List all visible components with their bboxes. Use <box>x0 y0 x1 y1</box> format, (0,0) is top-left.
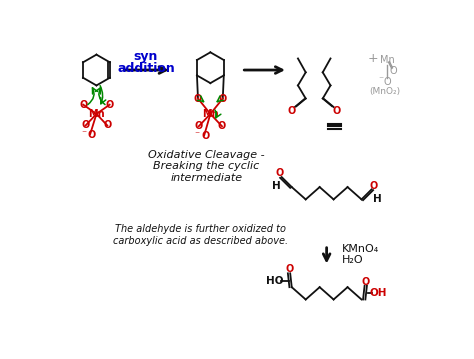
Text: O: O <box>333 106 341 116</box>
Text: O: O <box>195 121 203 131</box>
Text: OH: OH <box>370 288 387 298</box>
Text: addition: addition <box>117 62 175 75</box>
Text: ⁻: ⁻ <box>378 75 383 85</box>
Text: O: O <box>103 121 111 130</box>
Text: O: O <box>201 131 210 141</box>
Text: Mn: Mn <box>202 109 219 119</box>
Text: O: O <box>361 277 370 287</box>
Text: O: O <box>194 94 202 103</box>
Text: intermediate: intermediate <box>171 173 243 183</box>
Text: H: H <box>272 181 281 191</box>
Text: O: O <box>79 100 87 110</box>
Text: O: O <box>218 121 226 131</box>
Text: (MnO₂): (MnO₂) <box>369 87 401 96</box>
Text: HO: HO <box>266 276 283 286</box>
Text: O: O <box>285 265 293 275</box>
Text: O: O <box>219 94 227 103</box>
Text: syn: syn <box>134 51 158 64</box>
Text: carboxylic acid as described above.: carboxylic acid as described above. <box>113 236 288 246</box>
Text: ⁻: ⁻ <box>82 130 87 140</box>
Text: O: O <box>88 130 96 140</box>
Text: Mn: Mn <box>88 109 105 119</box>
Text: H: H <box>373 194 382 204</box>
Text: O: O <box>383 76 391 87</box>
Text: O: O <box>288 106 296 116</box>
Text: The aldehyde is further oxidized to: The aldehyde is further oxidized to <box>115 224 286 234</box>
Text: Breaking the cyclic: Breaking the cyclic <box>154 161 260 171</box>
Text: O: O <box>370 181 378 191</box>
Text: +: + <box>368 52 378 65</box>
Text: O: O <box>390 66 397 76</box>
Text: Mn: Mn <box>380 55 394 65</box>
Text: O: O <box>106 100 114 110</box>
Text: Oxidative Cleavage -: Oxidative Cleavage - <box>148 150 265 160</box>
Text: H₂O: H₂O <box>342 255 364 265</box>
Text: ⁻: ⁻ <box>195 130 200 140</box>
Text: KMnO₄: KMnO₄ <box>342 244 379 255</box>
Text: O: O <box>82 121 90 130</box>
Text: O: O <box>275 168 283 178</box>
